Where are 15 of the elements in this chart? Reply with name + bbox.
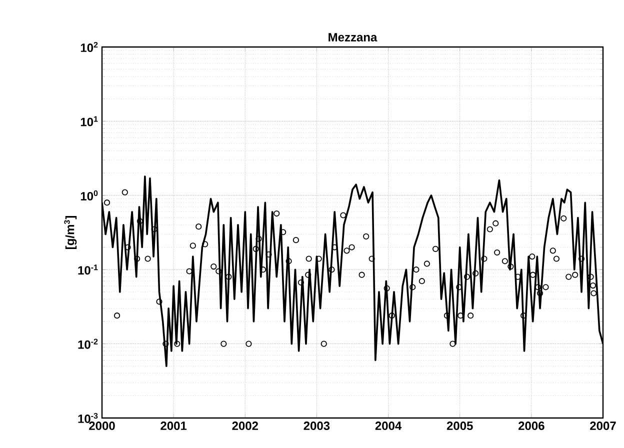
y-tick-label: 10$^{-2}$ [78,338,98,349]
x-tick-label: 2002 [232,422,258,430]
y-tick-label: 10$^{0}$ [80,190,98,200]
x-tick-label: 2007 [590,422,616,430]
y-tick-label: 10$^{1}$ [80,116,98,126]
y-tick-label: 10$^{-1}$ [78,264,98,275]
x-tick-label: 2005 [446,422,473,430]
x-tick-label: 2001 [160,422,187,430]
chart-title: Mezzana [328,33,378,42]
y-axis-title: [g/m$^{3}$] [64,216,77,249]
x-tick-label: 2006 [518,422,544,430]
y-tick-label: 10$^{2}$ [80,42,98,52]
x-tick-label: 2000 [89,422,115,430]
x-tick-label: 2004 [375,422,402,430]
x-tick-label: 2003 [304,422,330,430]
